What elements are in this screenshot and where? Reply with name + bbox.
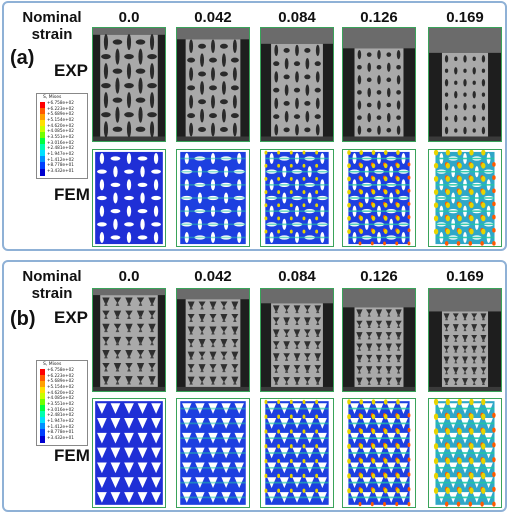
fem-contour-image <box>176 149 250 247</box>
legend-tick: +3.432e+01 <box>47 434 74 440</box>
exp-specimen-image <box>92 288 166 392</box>
legend-tick: +3.432e+01 <box>47 167 74 173</box>
legend-tick: +6.223e+02 <box>47 105 74 111</box>
legend-tick: +8.778e+01 <box>47 162 74 168</box>
fem-contour-image <box>260 398 334 508</box>
exp-specimen-image <box>176 288 250 392</box>
exp-specimen-image <box>342 27 416 142</box>
fem-contour-image <box>342 149 416 247</box>
legend-tick: +5.689e+02 <box>47 378 74 384</box>
fem-row-label: FEM <box>54 446 90 465</box>
legend-tick: +2.481e+02 <box>47 412 74 418</box>
fem-contour-image <box>92 149 166 247</box>
legend-tick: +6.758e+02 <box>47 100 74 105</box>
exp-specimen-image <box>428 288 502 392</box>
legend-tick: +1.412e+02 <box>47 423 74 429</box>
strain-value: 0.084 <box>278 268 316 285</box>
legend-tick: +5.689e+02 <box>47 111 74 117</box>
exp-specimen-image <box>176 27 250 142</box>
strain-value: 0.084 <box>278 9 316 26</box>
legend-tick: +4.620e+02 <box>47 389 74 395</box>
exp-row-label: EXP <box>54 308 89 327</box>
legend-tick: +3.016e+02 <box>47 139 74 145</box>
fem-contour-image <box>428 398 502 508</box>
legend-tick: +1.412e+02 <box>47 156 74 162</box>
legend-tick: +5.154e+02 <box>47 383 74 389</box>
legend-tick: +2.481e+02 <box>47 145 74 151</box>
stress-legend: S, Mises +6.758e+02 +6.223e+02 +5.689e+02 +… <box>36 93 88 179</box>
exp-specimen-image <box>342 288 416 392</box>
legend-tick: +8.778e+01 <box>47 429 74 435</box>
strain-value: 0.0 <box>118 9 140 26</box>
fem-contour-image <box>176 398 250 508</box>
exp-specimen-image <box>428 27 502 142</box>
fem-contour-image <box>92 398 166 508</box>
legend-ticks: +6.758e+02 +6.223e+02 +5.689e+02 +5.154e+02… <box>47 100 74 174</box>
exp-specimen-image <box>260 288 334 392</box>
strain-value: 0.042 <box>194 268 232 285</box>
legend-tick: +1.947e+02 <box>47 417 74 423</box>
fem-contour-image <box>342 398 416 508</box>
legend-tick: +4.620e+02 <box>47 122 74 128</box>
stress-legend: S, Mises +6.758e+02 +6.223e+02 +5.689e+02 +… <box>36 360 88 446</box>
fem-row-label: FEM <box>54 185 90 204</box>
legend-title: S, Mises <box>43 95 62 100</box>
nominal-strain-header: Nominal strain <box>22 9 82 43</box>
panel-letter: (a) <box>10 47 35 69</box>
strain-value: 0.126 <box>360 268 398 285</box>
panel-b: Nominal strain (b) EXP FEM S, Mises +6.7… <box>2 260 507 512</box>
legend-tick: +5.154e+02 <box>47 116 74 122</box>
legend-colorbar <box>40 369 45 443</box>
legend-colorbar <box>40 102 45 176</box>
legend-tick: +1.947e+02 <box>47 150 74 156</box>
strain-value: 0.0 <box>118 268 140 285</box>
legend-title: S, Mises <box>43 362 62 367</box>
nominal-strain-header: Nominal strain <box>22 268 82 302</box>
exp-row-label: EXP <box>54 61 89 80</box>
legend-tick: +6.223e+02 <box>47 372 74 378</box>
strain-value: 0.126 <box>360 9 398 26</box>
legend-tick: +3.551e+02 <box>47 133 74 139</box>
legend-ticks: +6.758e+02 +6.223e+02 +5.689e+02 +5.154e+02… <box>47 367 74 441</box>
legend-tick: +3.016e+02 <box>47 406 74 412</box>
exp-specimen-image <box>92 27 166 142</box>
legend-tick: +6.758e+02 <box>47 367 74 372</box>
strain-value: 0.169 <box>446 9 484 26</box>
legend-tick: +3.551e+02 <box>47 400 74 406</box>
fem-contour-image <box>428 149 502 247</box>
fem-contour-image <box>260 149 334 247</box>
panel-letter: (b) <box>10 308 36 330</box>
exp-specimen-image <box>260 27 334 142</box>
legend-tick: +4.085e+02 <box>47 128 74 134</box>
legend-tick: +4.085e+02 <box>47 395 74 401</box>
strain-value: 0.042 <box>194 9 232 26</box>
panel-a: Nominal strain (a) EXP FEM S, Mises +6.7… <box>2 1 507 251</box>
strain-value: 0.169 <box>446 268 484 285</box>
